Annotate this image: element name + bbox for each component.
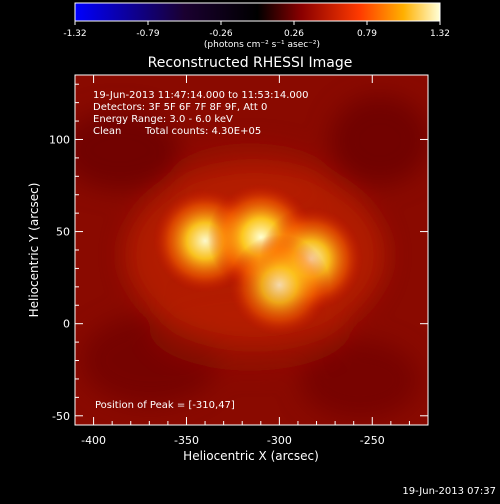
plot-area: -400 -350 -300 -250 -50 0 50 100 xyxy=(49,74,429,447)
colorbar: -1.32 -0.79 -0.26 0.26 0.79 1.32 (photons cm⁻… xyxy=(63,2,450,50)
time-range-label: 19-Jun-2013 11:47:14.000 to 11:53:14.000 xyxy=(93,90,309,101)
colorbar-tick-label: -0.26 xyxy=(209,29,233,39)
y-tick-label: -50 xyxy=(52,410,70,423)
emission-source xyxy=(228,234,330,336)
colorbar-ticks: -1.32 -0.79 -0.26 0.26 0.79 1.32 xyxy=(63,21,450,39)
colorbar-units: (photons cm⁻² s⁻¹ asec⁻²) xyxy=(204,40,320,50)
x-tick-label: -400 xyxy=(81,434,106,447)
timestamp: 19-Jun-2013 07:37 xyxy=(402,486,496,497)
y-tick-label: 50 xyxy=(56,226,70,239)
colorbar-gradient xyxy=(74,2,441,22)
y-tick-label: 0 xyxy=(63,318,70,331)
emission-sources xyxy=(153,183,363,336)
chart-title: Reconstructed RHESSI Image xyxy=(148,55,353,71)
x-tick-label: -300 xyxy=(267,434,292,447)
y-axis-title: Heliocentric Y (arcsec) xyxy=(27,183,41,318)
image-annotations: 19-Jun-2013 11:47:14.000 to 11:53:14.000… xyxy=(93,90,309,411)
colorbar-tick-label: 0.26 xyxy=(284,29,304,39)
x-axis-title: Heliocentric X (arcsec) xyxy=(183,449,319,463)
axes: -400 -350 -300 -250 -50 0 50 100 xyxy=(49,75,428,447)
detectors-label: Detectors: 3F 5F 6F 7F 8F 9F, Att 0 xyxy=(93,102,267,113)
energy-range-label: Energy Range: 3.0 - 6.0 keV xyxy=(93,114,233,125)
peak-position-label: Position of Peak = [-310,47] xyxy=(95,400,235,411)
y-tick-label: 100 xyxy=(49,133,70,146)
colorbar-tick-label: 1.32 xyxy=(430,29,450,39)
colorbar-tick-label: 0.79 xyxy=(357,29,377,39)
colorbar-tick-label: -1.32 xyxy=(63,29,86,39)
clean-label: Clean xyxy=(93,126,121,137)
x-tick-label: -350 xyxy=(174,434,199,447)
total-counts-label: Total counts: 4.30E+05 xyxy=(144,126,261,137)
x-tick-label: -250 xyxy=(360,434,385,447)
colorbar-tick-label: -0.79 xyxy=(136,29,160,39)
